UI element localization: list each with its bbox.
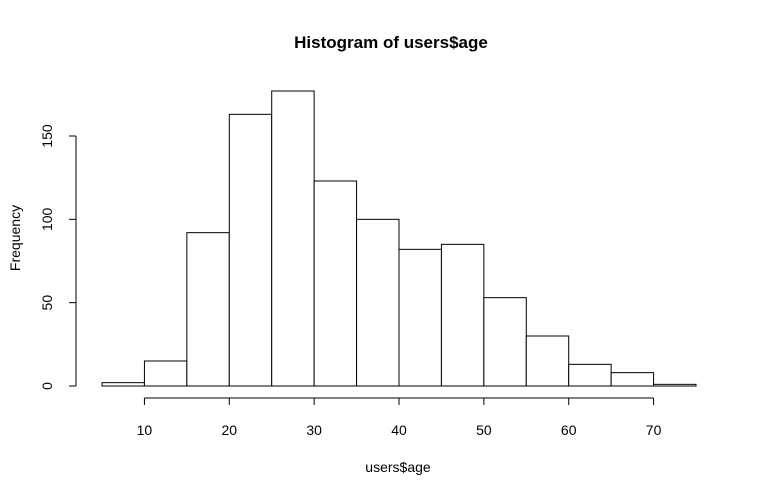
- x-tick-label-1: 20: [221, 422, 237, 438]
- x-axis: 10 20 30 40 50 60 70: [137, 397, 662, 438]
- y-tick-label-3: 150: [39, 124, 55, 148]
- y-tick-label-2: 100: [39, 207, 55, 231]
- histogram-bar-3: [228, 113, 273, 387]
- y-axis: 0 50 100 150: [39, 124, 77, 390]
- chart-title: Histogram of users$age: [294, 33, 488, 52]
- histogram-bar-12: [610, 372, 655, 387]
- x-tick-label-3: 40: [391, 422, 407, 438]
- histogram-bar-13: [653, 383, 697, 387]
- y-axis-label: Frequency: [7, 205, 23, 271]
- histogram-bar-6: [356, 218, 400, 387]
- histogram-bar-2: [186, 232, 230, 387]
- y-tick-label-0: 0: [39, 382, 55, 390]
- histogram-bar-1: [143, 360, 188, 387]
- histogram-bar-4: [271, 90, 315, 387]
- histogram-bar-0: [101, 382, 145, 387]
- x-tick-label-2: 30: [306, 422, 322, 438]
- histogram-bar-9: [483, 297, 527, 387]
- x-axis-label: users$age: [365, 459, 431, 475]
- histogram-bar-8: [440, 243, 485, 387]
- x-tick-label-5: 60: [561, 422, 577, 438]
- y-tick-label-1: 50: [39, 295, 55, 311]
- x-tick-label-0: 10: [137, 422, 153, 438]
- histogram-bar-5: [313, 180, 358, 387]
- bars-group: [101, 90, 697, 387]
- histogram-bar-10: [525, 335, 570, 387]
- histogram-bar-11: [568, 363, 612, 387]
- histogram-bar-7: [398, 248, 442, 387]
- x-tick-label-4: 50: [476, 422, 492, 438]
- x-tick-label-6: 70: [646, 422, 662, 438]
